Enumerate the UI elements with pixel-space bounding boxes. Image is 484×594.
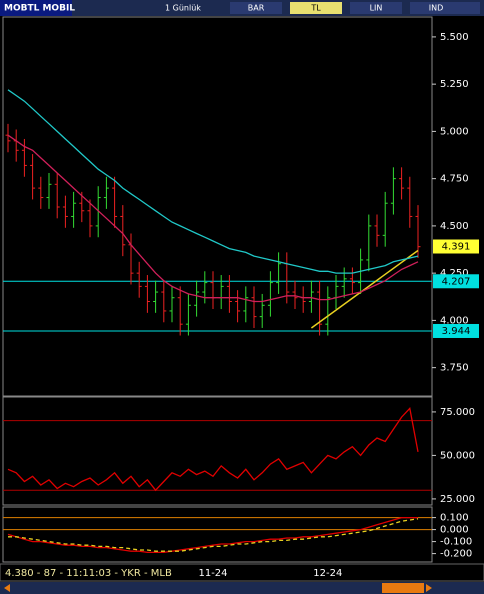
symbol-box (0, 0, 72, 16)
y-tick-label: 0.000 (440, 525, 469, 536)
x-tick-label: 11-24 (198, 568, 227, 579)
level-label: 4.207 (442, 276, 471, 287)
series-line (7, 134, 419, 303)
toolbar-button[interactable] (290, 2, 342, 14)
scrollbar[interactable] (0, 582, 484, 594)
scroll-thumb[interactable] (382, 583, 424, 593)
y-tick-label: 5.250 (440, 79, 469, 90)
y-tick-label: 4.750 (440, 174, 469, 185)
y-tick-label: 75.000 (440, 407, 475, 418)
series-line (7, 89, 419, 274)
level-label-box (433, 323, 479, 338)
y-tick-label: 25.000 (440, 494, 475, 505)
status-text: 4.380 - 87 - 11:11:03 - YKR - MLB (5, 568, 172, 579)
last-value-box (433, 239, 479, 254)
period[interactable]: 1 Günlük (165, 4, 201, 13)
toolbar-button[interactable] (230, 2, 282, 14)
y-tick-label: 4.500 (440, 221, 469, 232)
status-bar (0, 563, 484, 582)
y-tick-label: 0.100 (440, 513, 469, 524)
toolbar-button[interactable] (410, 2, 462, 14)
scroll-right[interactable] (426, 584, 432, 592)
y-tick-label: 3.750 (440, 363, 469, 374)
symbol[interactable]: MOBTL MOBIL (4, 4, 75, 14)
toolbar-button-label[interactable]: TL (310, 4, 321, 13)
scroll-left[interactable] (4, 584, 10, 592)
trend-line (310, 249, 419, 329)
y-tick-label: -0.100 (440, 537, 472, 548)
series-line (7, 407, 419, 492)
macd-panel (2, 506, 433, 563)
toolbar-button-label[interactable]: BAR (248, 4, 265, 13)
y-tick-label: 5.000 (440, 126, 469, 137)
toolbar-button-label[interactable]: IND (429, 4, 444, 13)
oscillator-panel (2, 396, 433, 506)
price-panel (2, 16, 433, 397)
y-tick-label: 5.500 (440, 32, 469, 43)
toolbar-button-label[interactable]: LIN (370, 4, 383, 13)
series-line (8, 518, 419, 552)
y-tick-label: 4.000 (440, 315, 469, 326)
last-value-label: 4.391 (442, 242, 471, 253)
level-label: 3.944 (442, 326, 471, 337)
level-label-box (433, 274, 479, 289)
y-tick-label: 4.250 (440, 268, 469, 279)
toolbar-button[interactable] (350, 2, 402, 14)
y-tick-label: 50.000 (440, 450, 475, 461)
series-line (7, 516, 418, 554)
x-tick-label: 12-24 (313, 568, 342, 579)
y-tick-label: -0.200 (440, 549, 472, 560)
